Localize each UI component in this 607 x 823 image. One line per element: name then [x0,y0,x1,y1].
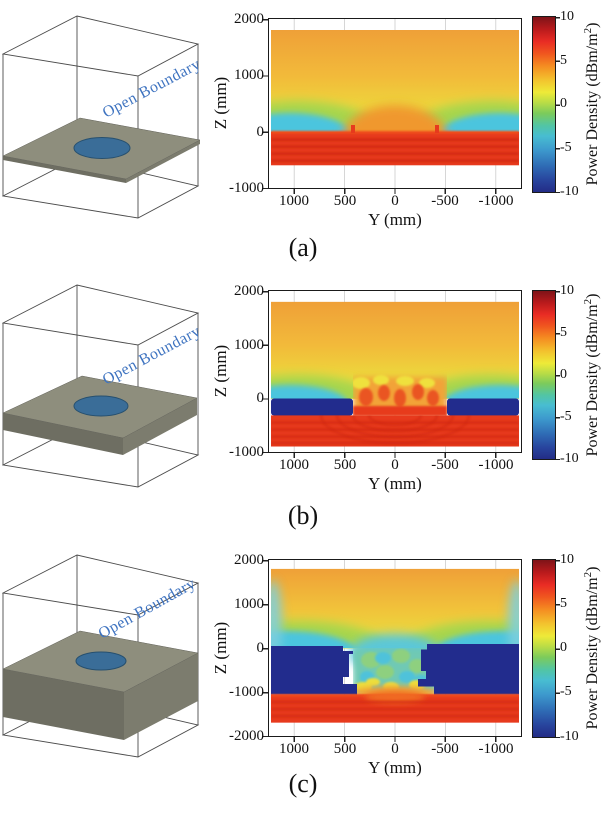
z-tick-label: 0 [256,640,265,656]
z-tick-label: -1000 [229,444,264,460]
colorbar-gradient [533,291,555,459]
wireframe-box [2,15,200,219]
colorbar-tick-label: 5 [560,325,567,340]
x-tick-label: 0 [391,193,399,209]
colorbar-tick-label: 5 [560,53,567,68]
geometry-diagram-c: Open Boundary [2,554,200,758]
x-axis-label: Y (mm) [368,210,422,229]
colorbar-tick-label: -10 [560,451,579,466]
z-tick-label: 2000 [234,552,264,568]
z-axis-ticks [263,560,268,737]
colorbar-gradient [533,17,555,192]
colorbar-tick-label: -5 [560,684,572,699]
colorbar-tick-label: 0 [560,96,567,111]
colorbar-label: Power Density (dBm/m2) [582,567,602,730]
z-tick-label: 0 [256,124,265,140]
z-tick-label: 0 [256,390,265,406]
heatmap-a [271,19,519,188]
z-tick-label: -1000 [229,180,264,196]
z-tick-label: 1000 [234,596,264,612]
geometry-diagram-a: Open Boundary [2,15,204,219]
heatmap-b [271,291,519,452]
colorbar-ticks [556,291,560,460]
colorbar-label-text: Power Density (dBm/m [584,577,602,730]
open-boundary-label: Open Boundary [96,575,199,642]
z-tick-label: 2000 [234,283,264,299]
x-tick-label: -500 [431,193,459,209]
z-tick-label: 2000 [234,11,264,27]
colorbar-label-sup: 2 [581,571,594,578]
colorbar-tick-label: -5 [560,409,572,424]
colorbar-label-sup: 2 [581,298,594,305]
z-axis-ticks [263,19,268,189]
x-tick-label: 1000 [279,193,309,209]
colorbar-label-text: Power Density (dBm/m [584,304,602,457]
heatmap-c [271,560,519,736]
z-tick-label: 1000 [234,337,264,353]
dielectric-slab [2,630,199,740]
colorbar-label-sup: 2 [581,27,594,34]
colorbar-tick-label: -10 [560,729,579,744]
panel-label-a: (a) [288,233,318,262]
x-tick-label: -1000 [478,193,514,209]
x-tick-label: -1000 [478,457,514,473]
colorbar-label-suffix: ) [584,566,602,572]
x-tick-label: 500 [333,457,357,473]
antenna-disc [73,137,131,159]
colorbar-label-suffix: ) [584,293,602,299]
colorbar-tick-label: 10 [560,552,574,567]
x-axis-ticks [269,189,521,194]
x-tick-label: -1000 [478,741,514,757]
z-tick-label: -2000 [229,728,264,744]
colorbar-label-text: Power Density (dBm/m [584,33,602,186]
colorbar-tick-label: 10 [560,9,574,24]
x-tick-label: 0 [391,741,399,757]
colorbar-tick-label: 0 [560,367,567,382]
z-tick-label: -1000 [229,684,264,700]
x-tick-label: 1000 [279,741,309,757]
panel-label-c: (c) [288,769,318,798]
colorbar-tick-label: 10 [560,283,574,298]
z-axis-label: Z (mm) [211,76,230,130]
z-axis-label: Z (mm) [211,344,230,398]
colorbar-gradient [533,560,555,737]
x-axis-ticks [269,737,521,742]
antenna-disc [73,395,129,417]
z-tick-label: 1000 [234,67,264,83]
colorbar-ticks [556,17,560,193]
colorbar-tick-label: 0 [560,640,567,655]
open-boundary-label: Open Boundary [100,56,204,122]
colorbar-label: Power Density (dBm/m2) [582,23,602,186]
x-axis-ticks [269,453,521,458]
x-tick-label: 0 [391,457,399,473]
panel-label-b: (b) [287,501,319,530]
colorbar-label: Power Density (dBm/m2) [582,294,602,457]
z-axis-ticks [263,291,268,453]
x-axis-label: Y (mm) [368,474,422,493]
x-tick-label: 500 [333,193,357,209]
colorbar-tick-label: -5 [560,140,572,155]
x-tick-label: -500 [431,457,459,473]
colorbar-tick-label: -10 [560,184,579,199]
colorbar-ticks [556,560,560,738]
colorbar-label-suffix: ) [584,22,602,28]
x-tick-label: -500 [431,741,459,757]
z-axis-label: Z (mm) [211,621,230,675]
x-tick-label: 1000 [279,457,309,473]
x-axis-label: Y (mm) [368,758,422,777]
x-tick-label: 500 [333,741,357,757]
colorbar-tick-label: 5 [560,596,567,611]
geometry-diagram-b: Open Boundary [2,284,204,488]
antenna-disc [75,651,127,671]
open-boundary-label: Open Boundary [100,323,204,389]
